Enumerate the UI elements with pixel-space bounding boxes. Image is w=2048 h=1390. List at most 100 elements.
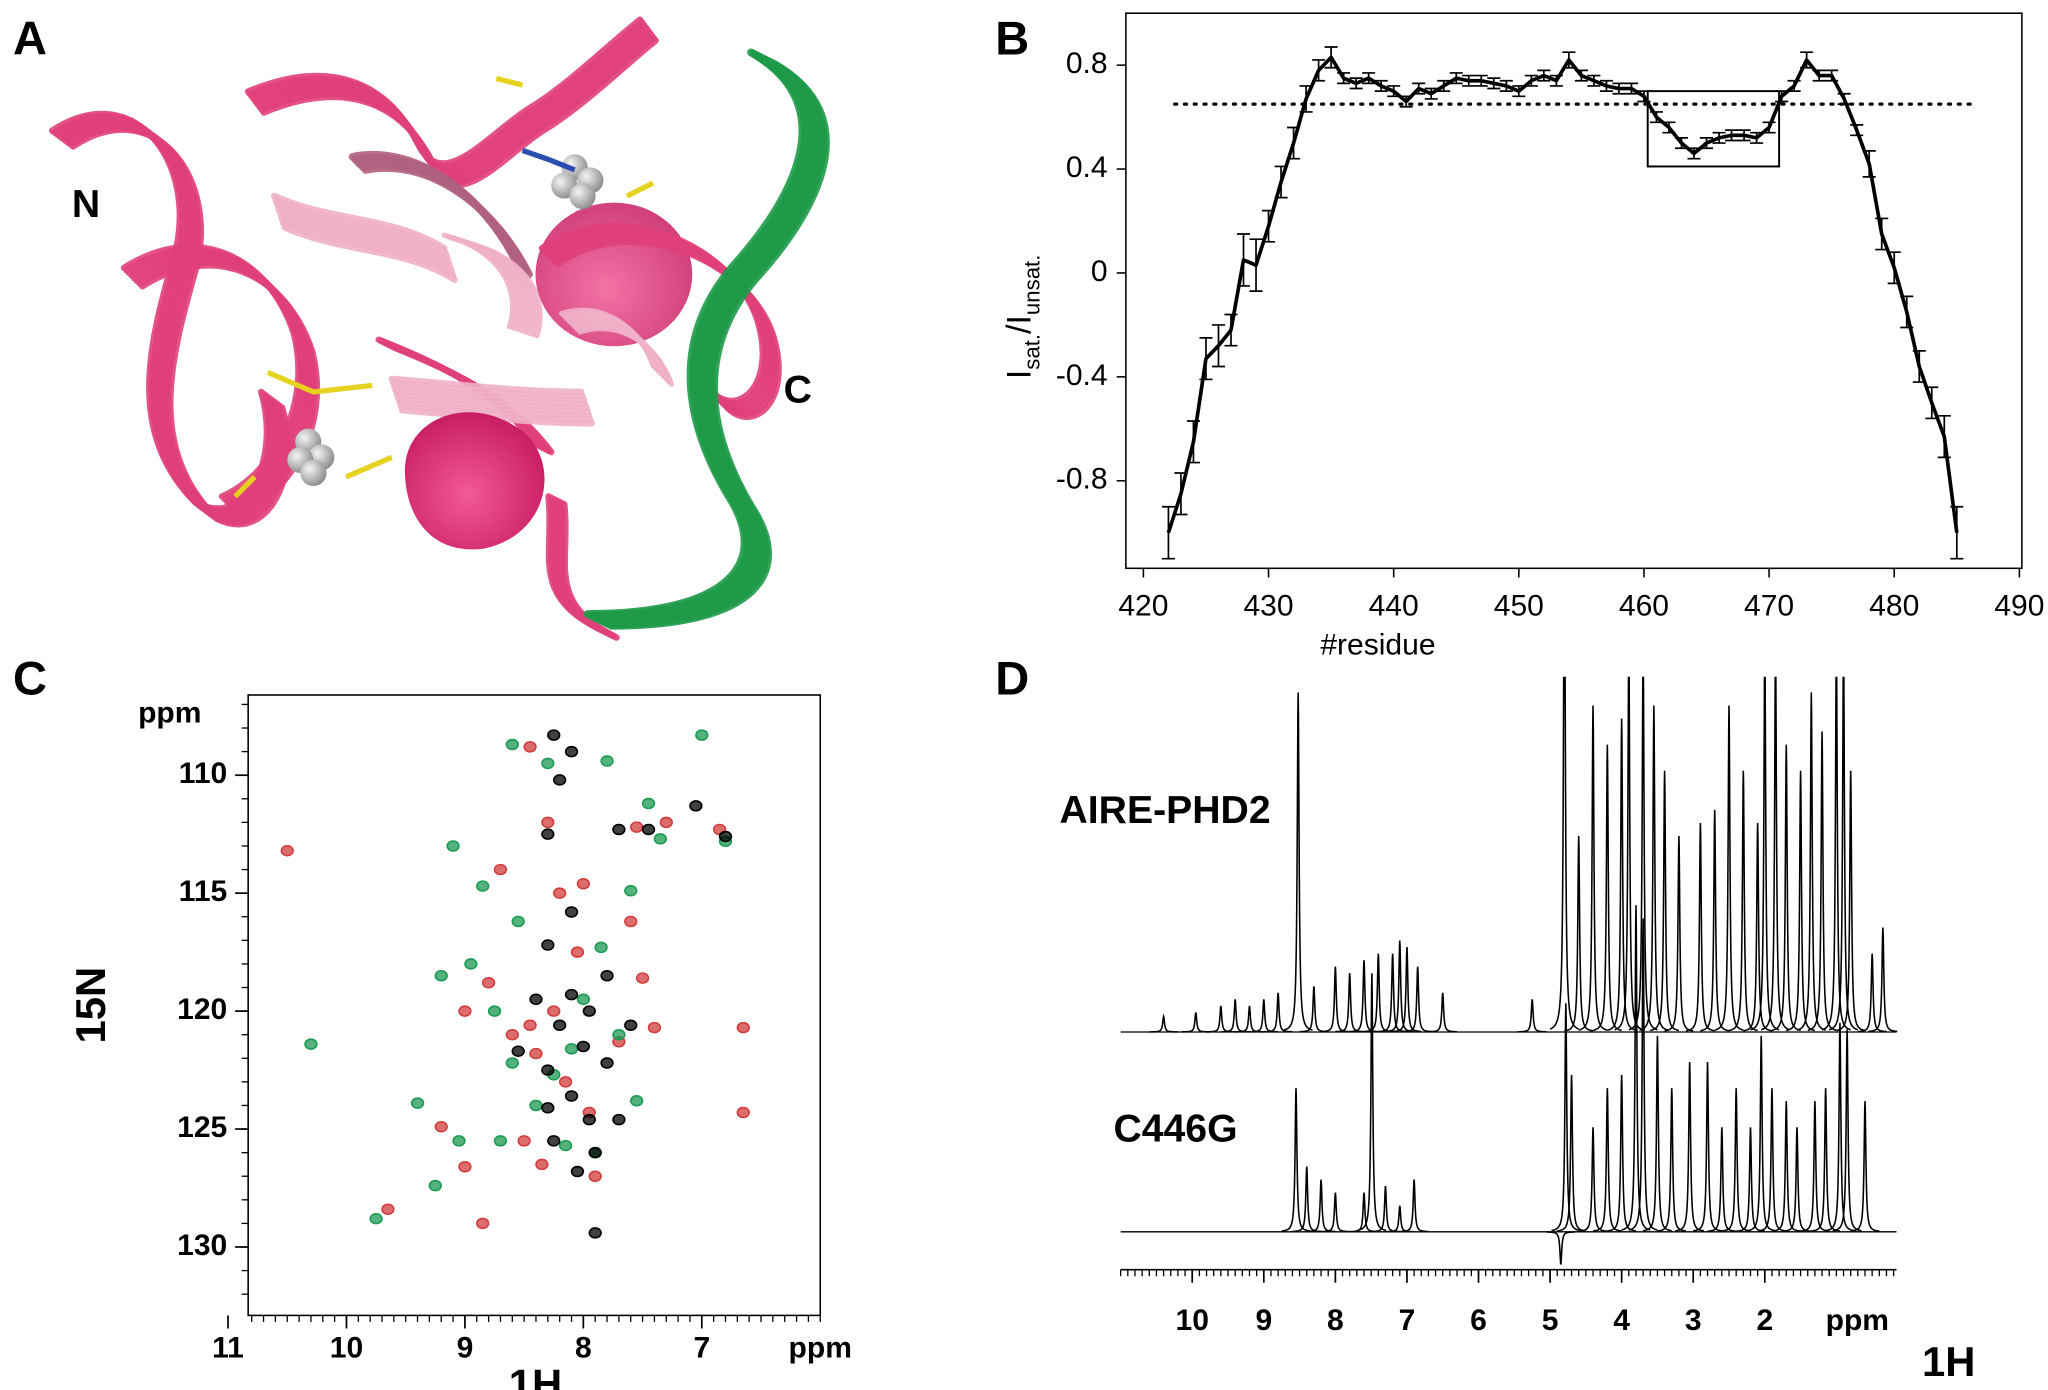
ribbon bbox=[69, 126, 292, 528]
error-bar bbox=[1449, 72, 1463, 85]
error-bar bbox=[1712, 131, 1726, 144]
peak bbox=[553, 1019, 567, 1032]
peak bbox=[624, 1019, 638, 1032]
ribbon bbox=[577, 325, 674, 387]
error-bar bbox=[1624, 82, 1638, 95]
ribbon bbox=[560, 501, 620, 641]
panel-label: D bbox=[995, 651, 1029, 704]
x-axis-label: #residue bbox=[1320, 629, 1435, 662]
side-chain bbox=[345, 454, 393, 480]
error-bar bbox=[1474, 74, 1488, 87]
error-bar bbox=[1412, 82, 1426, 95]
x-axis-label: 1H bbox=[1922, 1338, 1975, 1385]
y-tick-label: 0.8 bbox=[1066, 47, 1108, 80]
y-axis-label-part: unsat. bbox=[1020, 255, 1045, 315]
spectrum-peak bbox=[1675, 1062, 1705, 1232]
peak bbox=[624, 885, 638, 897]
peak bbox=[635, 972, 650, 984]
error-bar bbox=[1299, 85, 1313, 113]
spectrum-peak bbox=[1643, 1035, 1672, 1232]
x-tick-label: 7 bbox=[693, 1331, 710, 1364]
peak bbox=[641, 823, 656, 836]
y-tick-label: 110 bbox=[179, 757, 227, 790]
peak bbox=[529, 993, 543, 1006]
x-tick-label: 6 bbox=[1470, 1304, 1487, 1337]
side-chain bbox=[266, 369, 373, 395]
spectrum-peak bbox=[1746, 1035, 1776, 1232]
spectrum-peak bbox=[1149, 1013, 1178, 1033]
spectrum-peak bbox=[1592, 744, 1622, 1032]
spectrum-peak bbox=[1743, 822, 1773, 1032]
error-bar bbox=[1337, 72, 1351, 85]
peak bbox=[304, 1038, 318, 1050]
error-bar bbox=[1574, 69, 1588, 82]
error-bar bbox=[1687, 147, 1701, 160]
error-bar bbox=[1587, 74, 1601, 87]
spectrum-peak bbox=[1403, 966, 1433, 1033]
y-unit: ppm bbox=[138, 697, 201, 730]
peak bbox=[570, 1165, 585, 1178]
error-bar bbox=[1762, 121, 1776, 134]
error-bar bbox=[1612, 82, 1626, 95]
error-bar bbox=[1775, 90, 1789, 103]
peak bbox=[564, 1043, 579, 1055]
y-tick-label: 0.4 bbox=[1066, 151, 1108, 184]
x-tick-label: 11 bbox=[212, 1331, 244, 1364]
spectrum-peak bbox=[1578, 705, 1608, 1031]
peak bbox=[541, 939, 555, 951]
spectrum-peak bbox=[1728, 770, 1758, 1032]
error-bar bbox=[1875, 217, 1889, 251]
peak bbox=[505, 1057, 519, 1069]
spectrum-label: AIRE-PHD2 bbox=[1059, 789, 1270, 832]
spectrum-peak bbox=[1628, 676, 1658, 1031]
peak bbox=[410, 1097, 425, 1109]
peak bbox=[511, 1045, 525, 1057]
spectrum-peak bbox=[1857, 953, 1887, 1033]
spectrum-peak bbox=[1714, 705, 1744, 1031]
peak bbox=[736, 1021, 750, 1034]
spectrum-peak bbox=[1281, 1088, 1311, 1232]
peak bbox=[588, 1227, 602, 1239]
y-axis-label-part: /I bbox=[1000, 315, 1038, 334]
error-bar bbox=[1349, 77, 1363, 90]
spectrum-peak bbox=[1299, 986, 1329, 1033]
peak bbox=[487, 1005, 502, 1017]
error-bar bbox=[1662, 121, 1676, 134]
ribbon bbox=[252, 26, 652, 178]
side-chain bbox=[625, 180, 655, 199]
error-bar bbox=[1161, 505, 1175, 560]
peak bbox=[381, 1203, 395, 1216]
y-tick-label: 120 bbox=[177, 993, 227, 1026]
peak bbox=[529, 1047, 543, 1060]
peak bbox=[280, 844, 294, 857]
x-tick-label: 9 bbox=[1255, 1304, 1272, 1337]
y-axis-label: 15N bbox=[67, 967, 114, 1044]
spectra bbox=[1149, 676, 1898, 1265]
error-bar bbox=[1274, 165, 1288, 199]
x-tick-label: 460 bbox=[1619, 589, 1669, 622]
error-bar bbox=[1287, 126, 1301, 160]
error-bar bbox=[1674, 137, 1689, 150]
peak bbox=[505, 738, 519, 751]
y-axis-label: Isat./Iunsat. bbox=[1000, 255, 1044, 380]
y-tick-label: 115 bbox=[179, 875, 227, 908]
x-tick-label: 8 bbox=[575, 1331, 592, 1364]
peak bbox=[629, 1094, 644, 1107]
spectrum-peak bbox=[1721, 1088, 1751, 1232]
peak bbox=[464, 958, 478, 970]
spectrum-peak bbox=[1206, 1005, 1236, 1033]
spectrum-peak bbox=[1428, 992, 1458, 1033]
spectrum-peak bbox=[1321, 1192, 1350, 1233]
error-bar bbox=[1862, 150, 1876, 178]
spectrum-peak bbox=[1321, 966, 1350, 1033]
peak bbox=[653, 833, 668, 845]
ribbon bbox=[388, 375, 585, 396]
peak bbox=[647, 1021, 662, 1034]
x-tick-label: 10 bbox=[330, 1331, 363, 1364]
error-bar bbox=[1787, 79, 1801, 92]
error-bar bbox=[1211, 324, 1226, 368]
error-bar bbox=[1512, 85, 1526, 98]
y-tick-label: -0.4 bbox=[1056, 359, 1108, 392]
peak bbox=[564, 906, 579, 918]
peak bbox=[541, 816, 555, 829]
